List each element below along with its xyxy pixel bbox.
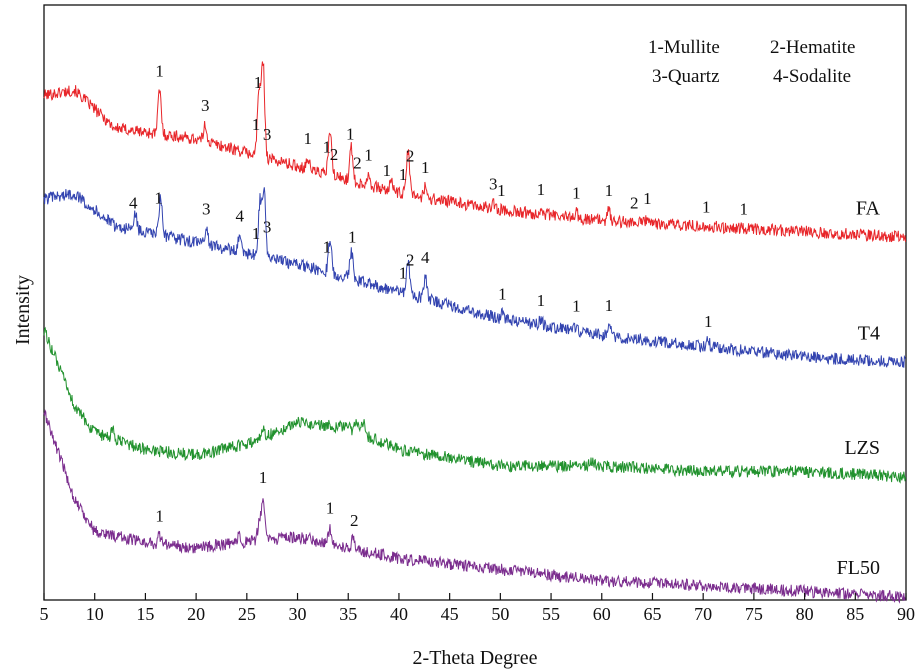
peak-label-fa: 3 — [201, 96, 210, 115]
peak-label-fl50: 2 — [350, 511, 359, 530]
x-tick-label: 40 — [390, 604, 408, 624]
series-label-layer: FA T4 LZS FL50 — [837, 197, 881, 579]
series-line-fa — [43, 61, 907, 243]
x-tick-label: 75 — [745, 604, 763, 624]
peak-label-fa: 1 — [537, 180, 546, 199]
peak-label-t4: 3 — [263, 218, 272, 237]
x-tick-label: 15 — [136, 604, 154, 624]
legend: 1-Mullite 2-Hematite 3-Quartz 4-Sodalite — [648, 37, 855, 87]
x-tick-label: 20 — [187, 604, 205, 624]
x-axis-title: 2-Theta Degree — [413, 647, 538, 669]
x-tick-label: 45 — [441, 604, 459, 624]
series-label-fl50: FL50 — [837, 557, 880, 579]
peak-label-t4: 1 — [399, 263, 408, 282]
legend-entry-mullite: 1-Mullite — [648, 37, 720, 58]
series-line-lzs — [43, 326, 907, 484]
peak-label-fa: 1 — [572, 184, 581, 203]
peak-label-fa: 3 — [489, 174, 498, 193]
peak-label-t4: 1 — [348, 228, 357, 247]
y-axis-title: Intensity — [12, 275, 34, 345]
legend-entry-sodalite: 4-Sodalite — [773, 66, 851, 87]
series-layer — [43, 61, 907, 604]
x-tick-label: 35 — [339, 604, 357, 624]
series-label-fa: FA — [856, 197, 881, 219]
series-line-fl50 — [43, 408, 907, 604]
x-axis: 5 10 15 20 25 30 35 40 45 50 55 60 65 70 75 80 85 90 — [40, 593, 915, 624]
peak-label-fa: 1 — [252, 115, 261, 134]
peak-label-fl50: 1 — [259, 468, 268, 487]
x-tick-label: 85 — [846, 604, 864, 624]
peak-label-t4: 1 — [537, 291, 546, 310]
peak-label-fa: 1 — [421, 158, 430, 177]
peak-label-t4: 4 — [421, 248, 430, 267]
peak-label-fa: 3 — [263, 125, 272, 144]
x-tick-label: 90 — [897, 604, 915, 624]
peak-label-t4: 3 — [202, 199, 211, 218]
peak-label-fa: 1 — [739, 199, 748, 218]
peak-label-fa: 1 — [155, 62, 164, 81]
legend-entry-quartz: 3-Quartz — [652, 66, 720, 87]
peak-label-fa: 2 — [353, 153, 362, 172]
x-tick-label: 25 — [238, 604, 256, 624]
peak-label-t4: 1 — [252, 224, 261, 243]
x-tick-label: 10 — [86, 604, 104, 624]
peak-label-fa: 1 — [323, 138, 332, 157]
peak-label-fa: 1 — [254, 73, 263, 92]
series-label-t4: T4 — [858, 323, 880, 345]
x-tick-label: 55 — [542, 604, 560, 624]
peak-label-fa: 2 — [630, 194, 639, 213]
x-tick-label: 65 — [643, 604, 661, 624]
peak-label-fa: 1 — [702, 197, 711, 216]
peak-label-t4: 4 — [129, 193, 138, 212]
legend-entry-hematite: 2-Hematite — [770, 37, 855, 58]
series-line-t4 — [43, 187, 907, 368]
peak-label-t4: 1 — [704, 312, 713, 331]
peak-label-fa: 2 — [330, 145, 339, 164]
peak-label-fl50: 1 — [326, 499, 335, 518]
plot-frame — [43, 4, 907, 601]
peak-label-fa: 1 — [605, 181, 614, 200]
peak-label-t4: 1 — [154, 189, 163, 208]
peak-label-fa: 1 — [383, 161, 392, 180]
peak-label-t4: 2 — [406, 251, 415, 270]
peak-label-t4: 4 — [235, 207, 244, 226]
x-tick-label: 30 — [289, 604, 307, 624]
x-tick-label: 5 — [40, 604, 49, 624]
peak-label-fa: 1 — [364, 145, 373, 164]
peak-label-fa: 1 — [399, 165, 408, 184]
peak-label-fa: 1 — [497, 181, 506, 200]
peak-label-fl50: 1 — [155, 507, 164, 526]
x-tick-label: 70 — [694, 604, 712, 624]
series-label-lzs: LZS — [844, 437, 880, 459]
peak-label-fa: 1 — [346, 125, 355, 144]
x-tick-label: 60 — [593, 604, 611, 624]
x-tick-label: 50 — [491, 604, 509, 624]
peak-label-fa: 2 — [406, 146, 415, 165]
peak-label-t4: 1 — [605, 296, 614, 315]
x-tick-label: 80 — [796, 604, 814, 624]
peak-label-fa: 1 — [643, 189, 652, 208]
peak-label-t4: 1 — [572, 297, 581, 316]
peak-label-t4: 1 — [323, 238, 332, 257]
peak-label-t4: 1 — [498, 285, 507, 304]
peak-label-fa: 1 — [303, 129, 312, 148]
